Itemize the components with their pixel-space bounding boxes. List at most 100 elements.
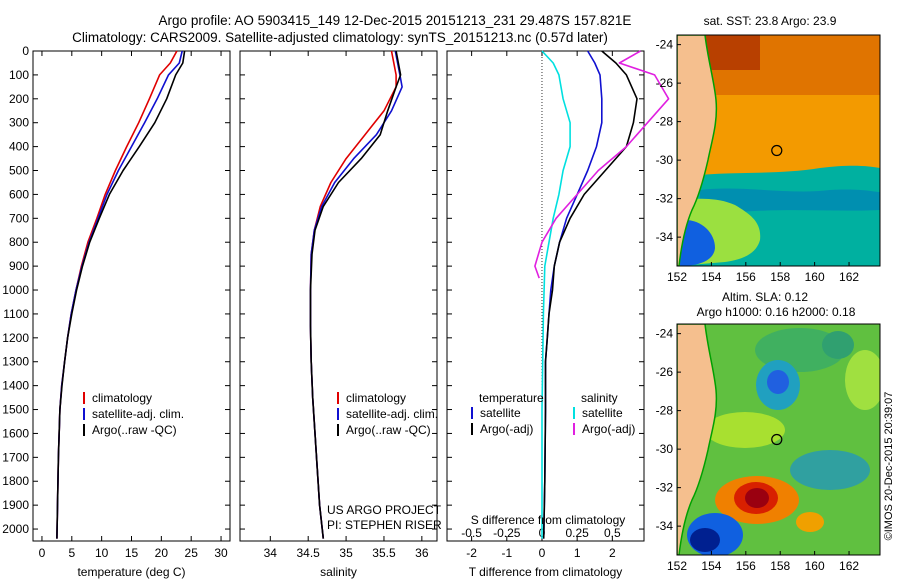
legend-label-satellite: satellite-adj. clim.: [346, 407, 438, 421]
legend-label-argo: Argo(..raw -QC): [92, 423, 177, 437]
diff-top-axis-title: S difference from climatology: [471, 513, 626, 527]
sla-land-mass: [677, 324, 718, 555]
sla-teal-band: [790, 450, 870, 490]
project-line-2: PI: STEPHEN RISER: [327, 518, 442, 532]
sla-argo-marker: [771, 433, 783, 446]
credit-text: ©IMOS 20-Dec-2015 20:39:07: [883, 392, 895, 541]
map-x-tick-label: 158: [770, 270, 790, 284]
sla-high-band: [705, 412, 785, 448]
series-line: [56, 50, 186, 539]
top-x-tick-label: -0.25: [493, 526, 521, 540]
top-x-tick-label: 0.25: [565, 526, 589, 540]
x-tick-label: 25: [185, 546, 199, 560]
map-x-tick-label: 154: [701, 270, 721, 284]
x-axis-label: T difference from climatology: [469, 565, 623, 579]
sla-map: [677, 324, 880, 555]
y-tick-label: 400: [9, 140, 29, 154]
map-y-tick-label: -34: [656, 230, 674, 244]
legend-label-sal-satellite: satellite: [582, 406, 623, 420]
map-y-tick-label: -24: [656, 38, 674, 52]
y-tick-label: 1400: [2, 379, 29, 393]
x-tick-label: -1: [501, 546, 512, 560]
map-y-tick-label: -30: [656, 153, 674, 167]
map-y-tick-label: -28: [656, 115, 674, 129]
y-tick-label: 300: [9, 116, 29, 130]
y-tick-label: 1000: [2, 283, 29, 297]
sla-orange-blob: [796, 512, 824, 532]
difference-panel: -2 -1 0 1 2 T difference from climatology -0.5…: [446, 50, 670, 579]
map-x-tick-label: 154: [701, 559, 721, 573]
legend-header-temperature: temperature: [479, 391, 544, 405]
sst-cool-band: [700, 188, 880, 213]
map-y-tick-label: -28: [656, 404, 674, 418]
x-tick-label: -2: [466, 546, 477, 560]
map-x-tick-label: 162: [839, 270, 859, 284]
temperature-legend: climatology satellite-adj. clim. Argo(..…: [83, 391, 184, 437]
y-tick-label: 1100: [3, 307, 29, 321]
x-tick-label: 34: [264, 546, 278, 560]
y-tick-label: 1700: [2, 450, 29, 464]
x-tick-label: 35: [339, 546, 353, 560]
x-tick-label: 30: [214, 546, 228, 560]
sst-map: [677, 35, 880, 266]
x-tick-label: 20: [155, 546, 169, 560]
map-x-tick-label: 156: [736, 270, 756, 284]
map-x-tick-label: 160: [805, 270, 825, 284]
sla-map-title: Altim. SLA: 0.12: [722, 290, 808, 304]
sla-navy-core: [690, 528, 720, 552]
map-y-tick-label: -26: [656, 365, 674, 379]
map-y-tick-label: -32: [656, 481, 674, 495]
title-line-2: Climatology: CARS2009. Satellite-adjuste…: [72, 30, 608, 45]
legend-label-climatology: climatology: [92, 391, 152, 405]
salinity-panel: 34 34.5 35 35.5 36 salinity: [239, 50, 438, 579]
x-axis-label: temperature (deg C): [77, 565, 185, 579]
series-line: [541, 50, 571, 539]
plot-frame: [239, 50, 438, 542]
map-x-tick-label: 158: [770, 559, 790, 573]
x-tick-label: 0: [539, 546, 546, 560]
series-line: [542, 50, 638, 539]
map-y-tick-label: -32: [656, 192, 674, 206]
legend-label-climatology: climatology: [346, 391, 406, 405]
project-line-1: US ARGO PROJECT: [327, 503, 442, 517]
y-tick-label: 900: [9, 259, 29, 273]
x-tick-label: 1: [574, 546, 581, 560]
sla-map-subtitle: Argo h1000: 0.16 h2000: 0.18: [697, 305, 856, 319]
plot-frame: [32, 50, 231, 542]
sst-map-title: sat. SST: 23.8 Argo: 23.9: [704, 14, 837, 28]
map-x-tick-label: 152: [667, 559, 687, 573]
map-x-tick-label: 160: [805, 559, 825, 573]
x-tick-label: 34.5: [297, 546, 321, 560]
x-tick-label: 5: [68, 546, 75, 560]
top-x-tick-label: -0.5: [461, 526, 482, 540]
y-tick-label: 1500: [2, 403, 29, 417]
x-axis-label: salinity: [320, 565, 357, 579]
x-tick-label: 36: [415, 546, 429, 560]
y-tick-label: 1900: [2, 498, 29, 512]
temperature-panel: 0100200300400500600700800900100011001200…: [2, 44, 231, 579]
map-y-tick-label: -34: [656, 519, 674, 533]
series-line: [309, 50, 402, 539]
map-y-tick-label: -26: [656, 76, 674, 90]
series-line: [534, 50, 670, 279]
salinity-legend: climatology satellite-adj. clim. Argo(..…: [337, 391, 438, 437]
sla-teal-blob: [822, 331, 854, 359]
legend-label-argo: Argo(..raw -QC): [346, 423, 431, 437]
map-x-tick-label: 156: [736, 559, 756, 573]
y-tick-label: 1600: [2, 426, 29, 440]
y-tick-label: 800: [9, 235, 29, 249]
y-tick-label: 700: [9, 211, 29, 225]
sla-low-core: [767, 370, 789, 394]
x-tick-label: 15: [125, 546, 139, 560]
map-y-tick-label: -24: [656, 327, 674, 341]
x-tick-label: 10: [95, 546, 109, 560]
legend-label-satellite: satellite-adj. clim.: [92, 407, 184, 421]
y-tick-label: 600: [9, 187, 29, 201]
sla-map-frame: [676, 323, 881, 556]
legend-label-temp-satellite: satellite: [480, 406, 521, 420]
y-tick-label: 1300: [2, 355, 29, 369]
map-y-tick-label: -30: [656, 442, 674, 456]
sst-map-axes: 152 154 156 158 160 162 -24 -26 -28 -30 -32 -34: [656, 38, 860, 284]
y-tick-label: 0: [22, 44, 29, 58]
